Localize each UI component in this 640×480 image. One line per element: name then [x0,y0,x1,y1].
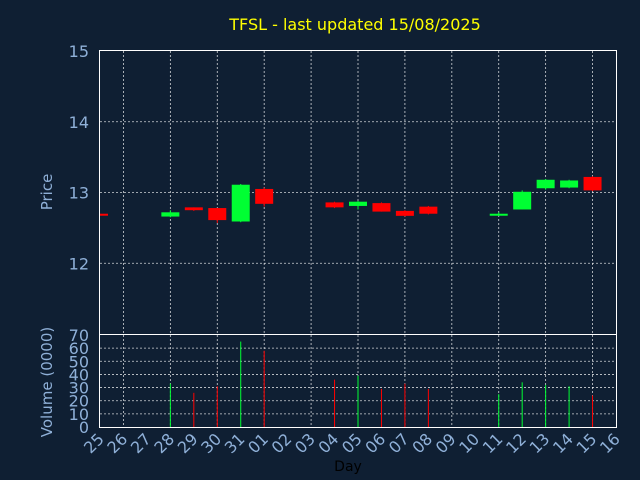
candle-body [255,188,274,204]
volume-tick-label: 10 [69,405,89,424]
volume-panel-frame [99,334,617,428]
candle-body [100,213,108,216]
candle-body [208,208,227,221]
grid-layer [100,51,616,427]
candle-body [161,212,180,217]
axis-layer: 1213141501020304050607025262728293031010… [69,42,624,457]
volume-tick-label: 70 [69,326,89,345]
x-tick-label: 16 [596,429,624,457]
candle-body [489,213,508,216]
price-tick-label: 13 [69,184,89,203]
chart-title: TFSL - last updated 15/08/2025 [228,15,481,34]
candle-body [513,191,532,210]
volume-tick-label: 40 [69,365,89,384]
candle-body [184,207,203,211]
candle-body [325,202,344,208]
volume-tick-label: 50 [69,352,89,371]
volume-tick-label: 60 [69,339,89,358]
volume-tick-label: 30 [69,379,89,398]
candle-body [231,184,250,222]
candle-body [395,210,414,216]
candle-body [536,179,555,189]
candle-layer [99,176,602,223]
x-axis-label: Day [334,459,362,475]
candle-body [560,180,579,188]
price-tick-label: 15 [69,42,89,61]
price-tick-label: 12 [69,254,89,273]
candle-body [349,201,367,206]
candle-body [583,176,602,191]
candle-body [419,206,438,214]
price-tick-label: 14 [69,113,89,132]
volume-tick-label: 0 [79,418,89,437]
volume-layer [169,341,594,427]
candle-body [372,203,391,212]
price-axis-label: Price [38,174,56,211]
volume-tick-label: 20 [69,392,89,411]
volume-axis-label: Volume (0000) [38,327,56,437]
